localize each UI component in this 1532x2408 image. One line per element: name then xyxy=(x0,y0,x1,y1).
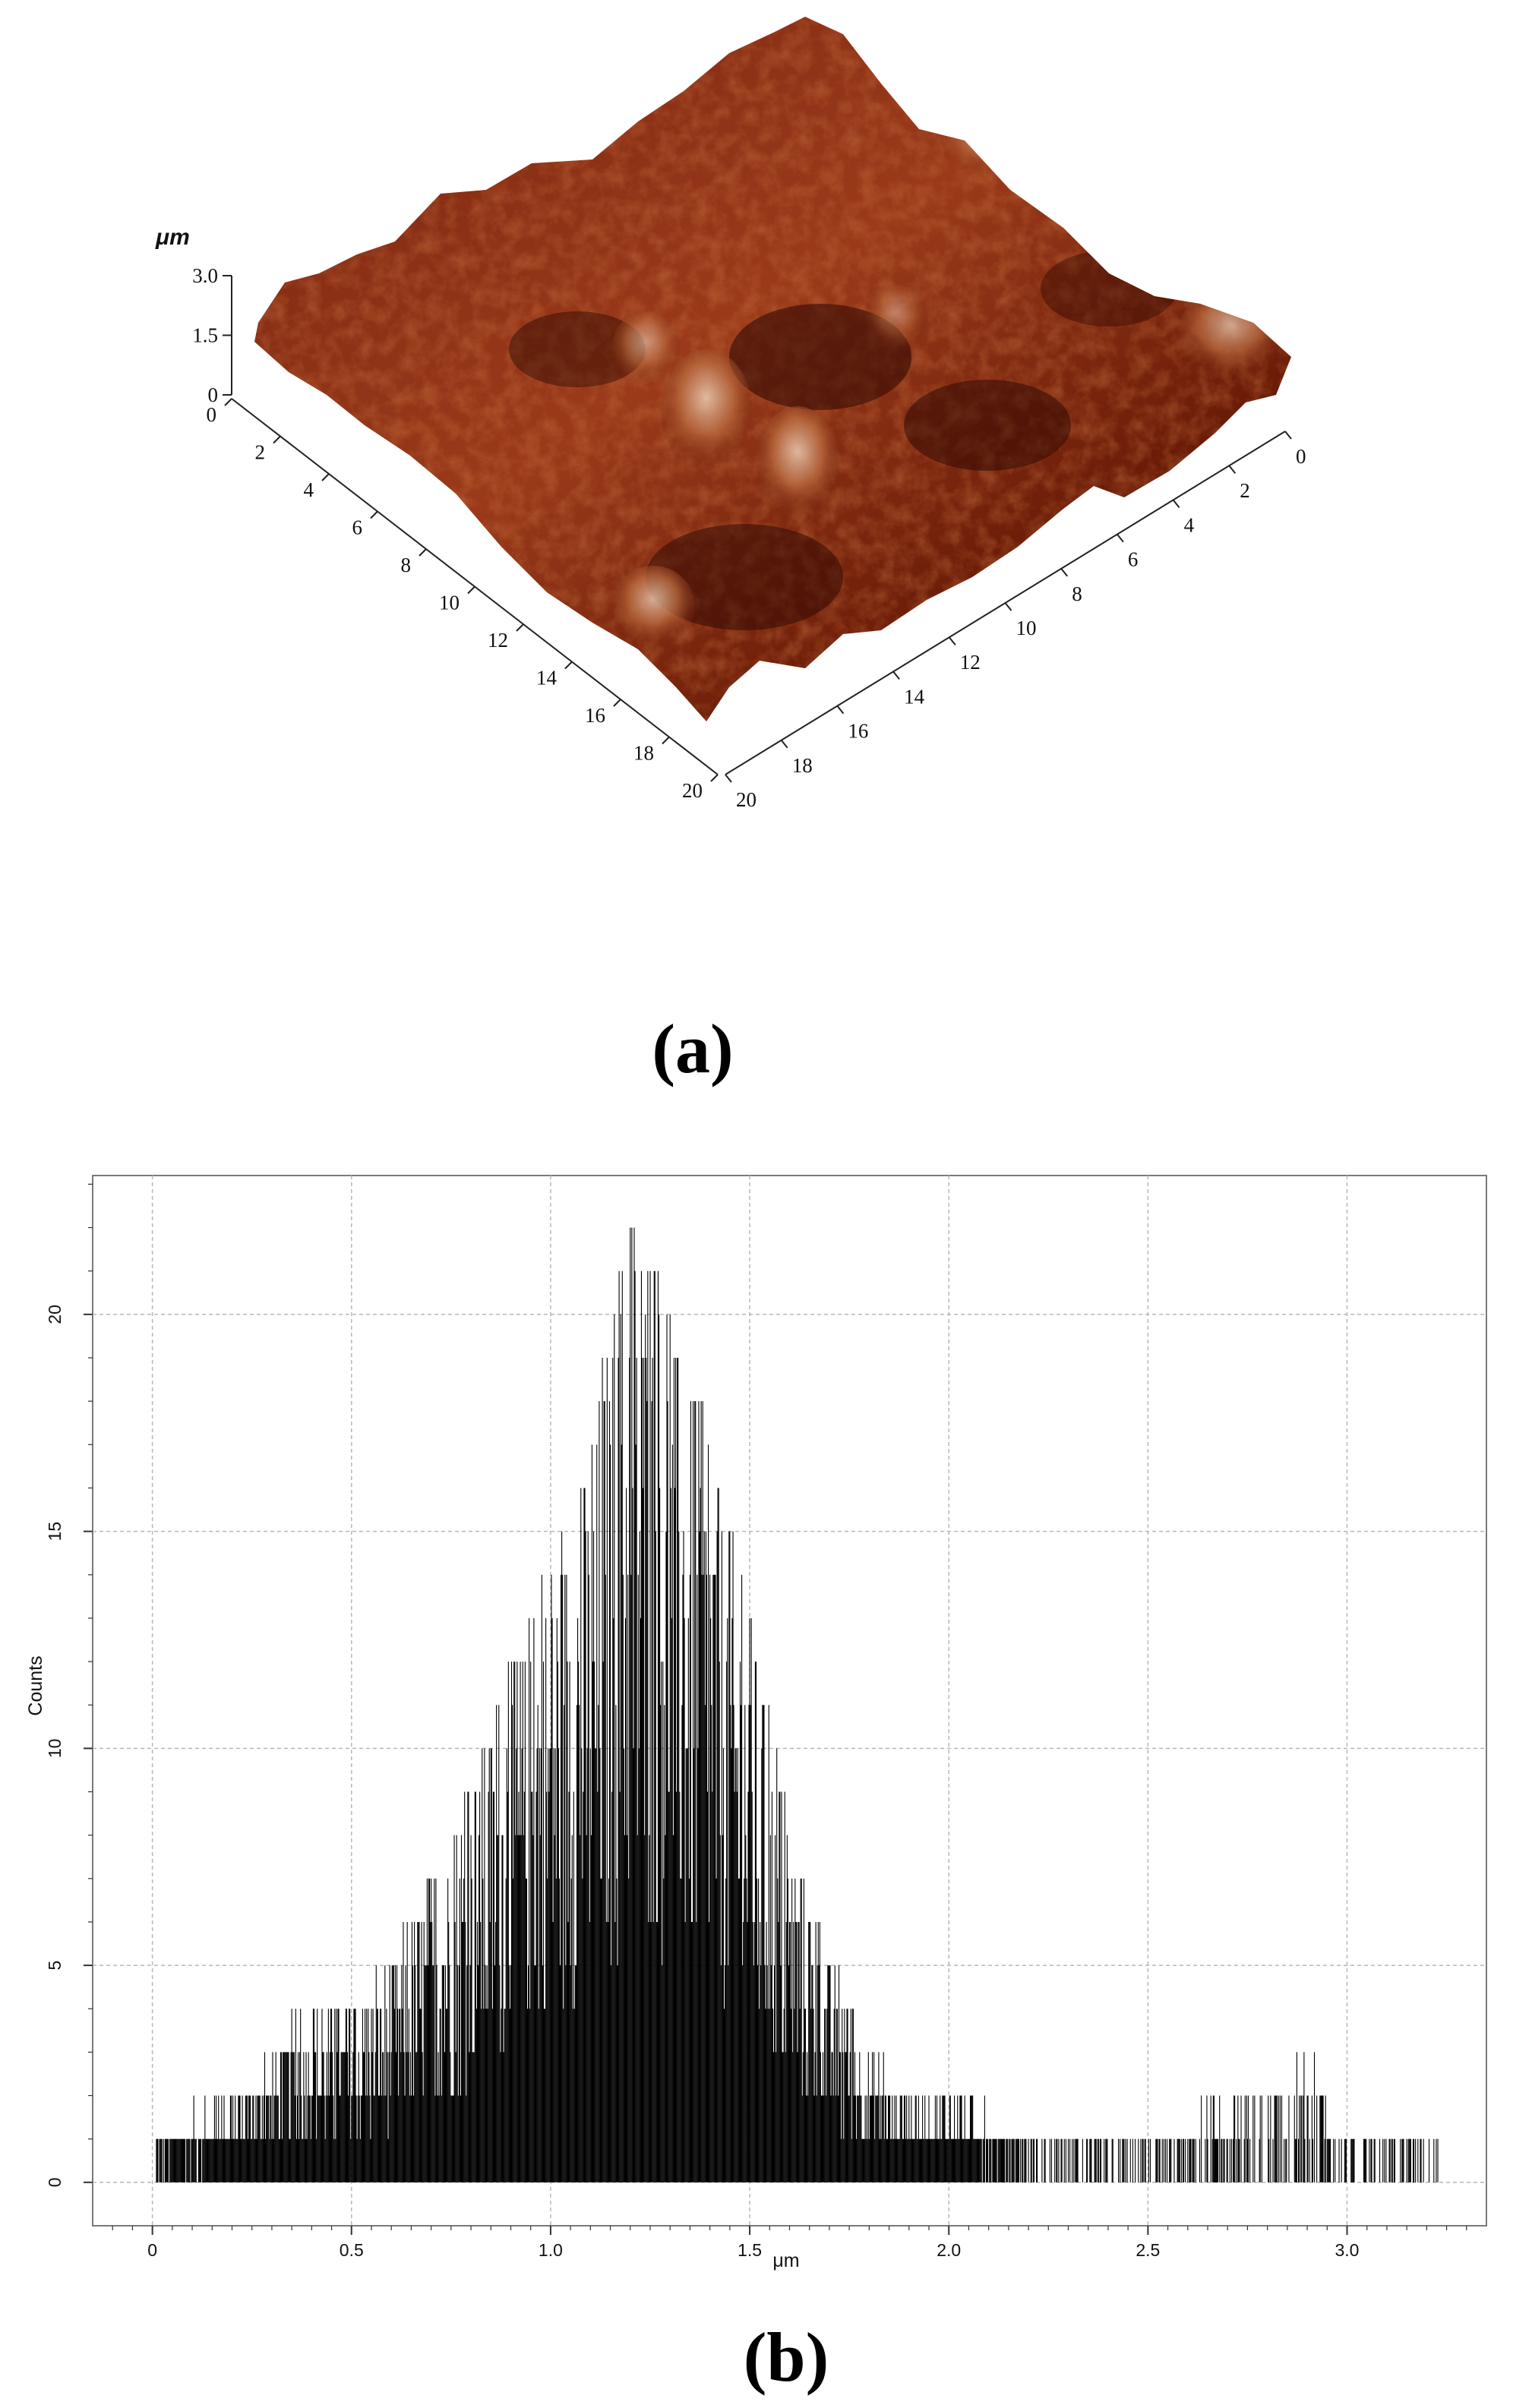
height-histogram-panel: 0 0.5 1.0 1.5 2.0 2.5 3.0 0 5 10 15 20 μm Counts (… xyxy=(0,1139,1532,2408)
x-tick-mark xyxy=(564,661,573,670)
z-tick-label: 0 xyxy=(208,383,219,406)
x-tick-mark xyxy=(516,623,524,632)
x-tick-label: 4 xyxy=(304,478,314,501)
caption-a: (a) xyxy=(652,1010,733,1087)
y-tick-mark xyxy=(1284,431,1292,440)
y-tick-label: 0 xyxy=(45,2177,65,2187)
y-axis-label: Counts xyxy=(25,1655,46,1715)
y-tick-mark xyxy=(1117,533,1124,543)
y-tick-mark xyxy=(1172,499,1180,509)
histogram-bars xyxy=(156,1227,1439,2182)
y-tick-label: 18 xyxy=(792,754,813,777)
x-tick-label: 20 xyxy=(682,779,703,802)
y-tick-mark xyxy=(892,671,900,680)
x-tick-mark xyxy=(370,510,378,519)
afm-tick-marks xyxy=(223,275,1292,783)
x-tick-mark xyxy=(321,473,330,481)
x-tick-label: 2 xyxy=(255,441,266,464)
x-tick-label: 0 xyxy=(207,403,217,426)
x-tick-label: 0.5 xyxy=(340,2240,364,2260)
y-tick-label: 4 xyxy=(1184,513,1195,536)
x-axis-label: μm xyxy=(772,2250,799,2271)
afm-surface-panel: 3.0 1.5 0 0 2 4 6 8 10 12 14 16 18 20 0 2 4 6 8 10 12 14 16 18 2… xyxy=(0,0,1532,1139)
y-tick-label: 15 xyxy=(45,1522,65,1542)
y-tick-mark xyxy=(1004,602,1012,611)
y-tick-mark xyxy=(780,740,788,749)
x-tick-mark xyxy=(467,585,475,595)
x-tick-label: 6 xyxy=(352,516,363,539)
y-tick-mark xyxy=(836,705,845,715)
afm-surface-plot: 3.01.50024681012141618200246810121416182… xyxy=(155,17,1306,1087)
y-tick-label: 10 xyxy=(45,1739,65,1759)
y-tick-label: 12 xyxy=(960,651,981,674)
y-axis-ticks: 0 5 10 15 20 xyxy=(45,1183,93,2187)
height-histogram: 0 0.5 1.0 1.5 2.0 2.5 3.0 0 5 10 15 20 μm Counts (… xyxy=(25,1175,1487,2396)
x-tick-label: 12 xyxy=(488,629,508,652)
z-tick-label: 3.0 xyxy=(192,264,218,287)
x-tick-label: 2.5 xyxy=(1136,2240,1160,2260)
y-tick-label: 2 xyxy=(1240,479,1250,502)
y-tick-label: 0 xyxy=(1296,445,1306,468)
y-tick-label: 10 xyxy=(1016,617,1037,639)
afm-surface xyxy=(254,17,1291,721)
x-tick-label: 0 xyxy=(147,2240,157,2260)
y-tick-label: 8 xyxy=(1072,582,1082,605)
x-tick-label: 1.5 xyxy=(738,2240,762,2260)
x-tick-mark xyxy=(224,398,232,406)
afm-tick-labels: 3.01.50024681012141618200246810121416182… xyxy=(192,264,1306,811)
y-tick-mark xyxy=(1060,568,1068,577)
caption-b: (b) xyxy=(744,2318,829,2396)
x-tick-mark xyxy=(613,699,621,707)
y-tick-label: 6 xyxy=(1128,548,1139,571)
y-tick-mark xyxy=(949,636,956,645)
x-tick-label: 10 xyxy=(439,592,460,614)
x-tick-mark xyxy=(273,435,281,444)
z-axis-unit: μm xyxy=(155,225,190,250)
x-tick-label: 3.0 xyxy=(1335,2240,1360,2260)
x-tick-label: 8 xyxy=(401,554,412,576)
y-tick-mark xyxy=(1228,465,1237,474)
x-tick-label: 18 xyxy=(633,742,654,765)
y-tick-mark xyxy=(725,774,732,783)
y-tick-label: 14 xyxy=(904,685,925,708)
x-tick-label: 2.0 xyxy=(937,2240,961,2260)
y-tick-label: 20 xyxy=(736,788,757,811)
x-tick-label: 1.0 xyxy=(539,2240,563,2260)
x-tick-mark xyxy=(710,774,719,782)
x-tick-mark xyxy=(662,736,670,745)
x-axis-ticks: 0 0.5 1.0 1.5 2.0 2.5 3.0 xyxy=(112,2226,1467,2260)
z-tick-label: 1.5 xyxy=(192,324,218,347)
x-tick-mark xyxy=(419,548,427,557)
x-tick-label: 14 xyxy=(536,667,558,690)
x-tick-label: 16 xyxy=(585,704,605,727)
y-tick-label: 16 xyxy=(848,720,868,743)
y-tick-label: 5 xyxy=(45,1961,65,1971)
y-tick-label: 20 xyxy=(45,1305,65,1324)
